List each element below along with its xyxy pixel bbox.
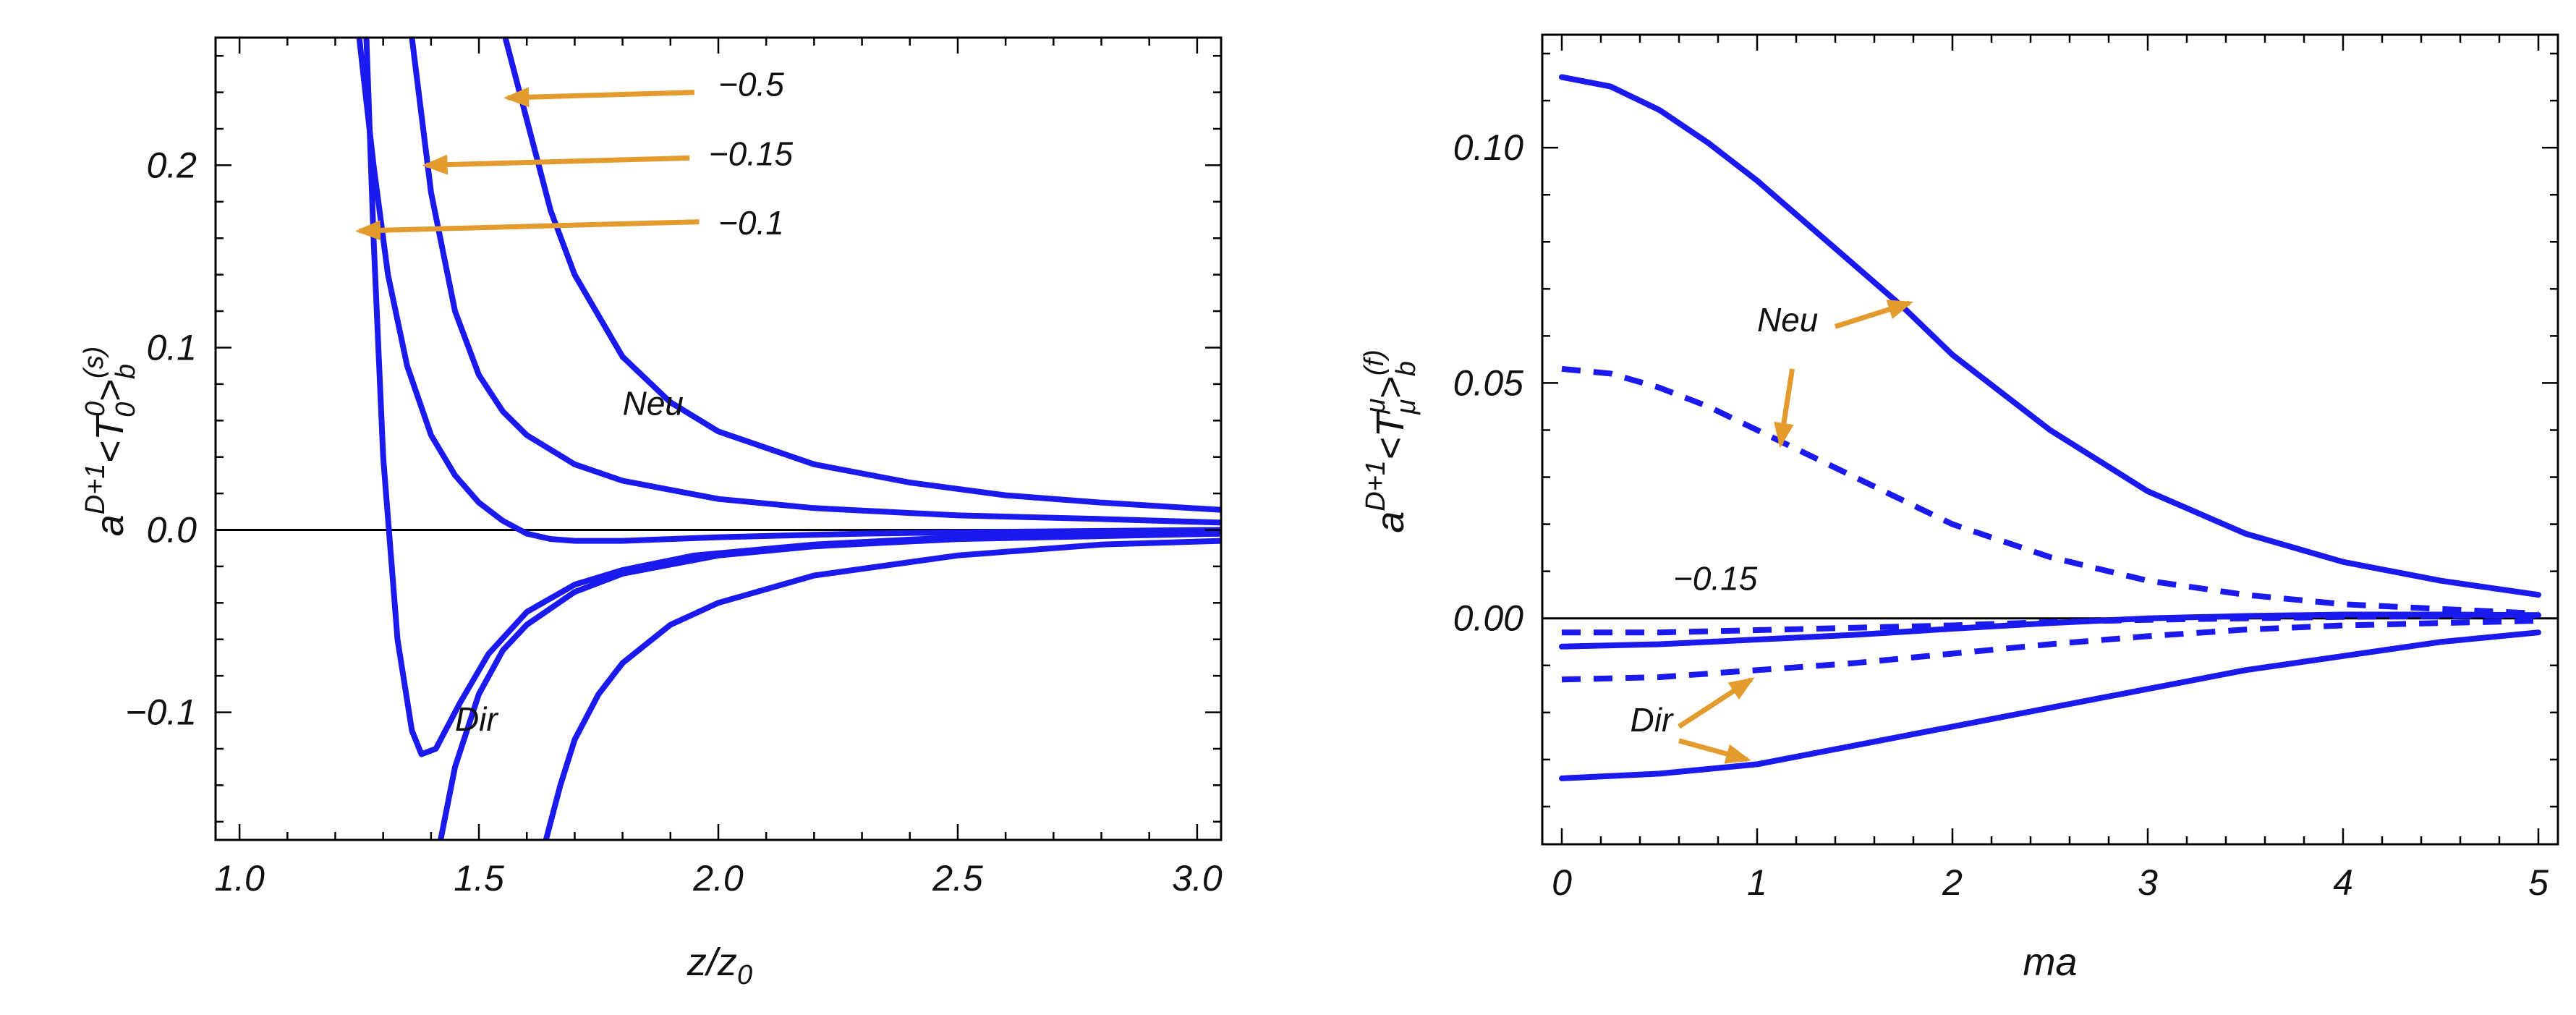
left-chart: 1.0 1.5 2.0 2.5 3.0 −0.1 0.0 0.1 0.2 −0.5 −0.15 −0…	[79, 36, 1223, 990]
x-tick-label: 3.0	[1172, 858, 1223, 899]
x-tick-label: 5	[2528, 862, 2549, 903]
series-curve-1	[409, 38, 1221, 526]
y-tick-label: 0.05	[1453, 362, 1524, 403]
x-tick-label: 2	[1942, 862, 1963, 903]
left-y-axis-label: aD+1<T00>b(s)	[79, 347, 141, 537]
annotation-arrow	[1834, 300, 1913, 329]
y-tick-label: 0.00	[1453, 598, 1524, 639]
annotation-arrow	[503, 87, 695, 108]
series-curve-4	[1561, 618, 2539, 683]
annotation-arrow	[354, 219, 700, 241]
y-tick-label: −0.1	[125, 692, 197, 733]
x-tick-label: 1.0	[214, 858, 265, 899]
annotation-label: −0.15	[1673, 560, 1758, 598]
x-tick-label: 4	[2333, 862, 2353, 903]
right-x-axis-label: ma	[2023, 940, 2077, 984]
x-tick-label: 2.0	[692, 858, 744, 899]
x-tick-label: 2.5	[932, 858, 983, 899]
y-tick-label: 0.1	[146, 327, 197, 368]
series-curve-3	[1559, 611, 2541, 650]
series-curve-5	[543, 538, 1221, 840]
annotation-label: −0.1	[718, 204, 784, 242]
y-tick-label: 0.0	[146, 510, 197, 551]
right-chart: 0 1 2 3 4 5 0.00 0.05 0.10 Neu −0.15 Dir ma aD+1<T…	[1359, 33, 2559, 984]
annotation-arrow	[422, 154, 690, 175]
x-tick-label: 0	[1552, 862, 1572, 903]
annotation-label: Neu	[623, 385, 684, 422]
right-y-axis-label: aD+1<Tμμ>b(f)	[1359, 349, 1421, 533]
series-curve-0	[502, 38, 1221, 513]
right-plot-frame	[1541, 33, 2559, 846]
annotation-arrow	[1678, 738, 1751, 764]
annotation-arrow	[1774, 368, 1795, 449]
annotation-label: Dir	[1631, 701, 1674, 739]
series-curve-4	[438, 530, 1221, 840]
y-tick-label: 0.10	[1453, 127, 1524, 168]
annotation-label: −0.5	[718, 66, 784, 103]
x-tick-label: 1	[1747, 862, 1767, 903]
series-curve-2	[356, 38, 1221, 544]
annotation-label: Neu	[1757, 301, 1818, 339]
series-curve-5	[1559, 629, 2541, 781]
x-tick-label: 3	[2138, 862, 2158, 903]
y-tick-label: 0.2	[146, 145, 197, 185]
annotation-label: Dir	[455, 700, 498, 738]
annotation-arrow	[1678, 677, 1755, 729]
left-x-axis-label: z/z0	[686, 940, 752, 990]
x-tick-label: 1.5	[454, 858, 504, 899]
annotation-label: −0.15	[709, 135, 794, 172]
series-curve-0	[1559, 74, 2541, 598]
